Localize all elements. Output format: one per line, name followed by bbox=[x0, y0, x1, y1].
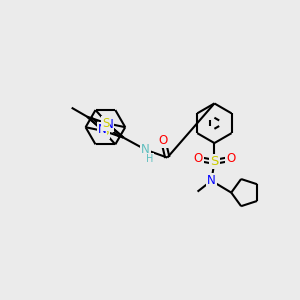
Text: S: S bbox=[210, 155, 219, 168]
Text: N: N bbox=[141, 143, 150, 156]
Text: N: N bbox=[98, 123, 106, 136]
Text: S: S bbox=[102, 117, 110, 130]
Text: H: H bbox=[146, 154, 153, 164]
Text: N: N bbox=[104, 118, 113, 131]
Text: O: O bbox=[226, 152, 235, 165]
Text: O: O bbox=[194, 152, 203, 165]
Text: S: S bbox=[101, 125, 109, 138]
Text: N: N bbox=[207, 174, 216, 187]
Text: O: O bbox=[159, 134, 168, 147]
